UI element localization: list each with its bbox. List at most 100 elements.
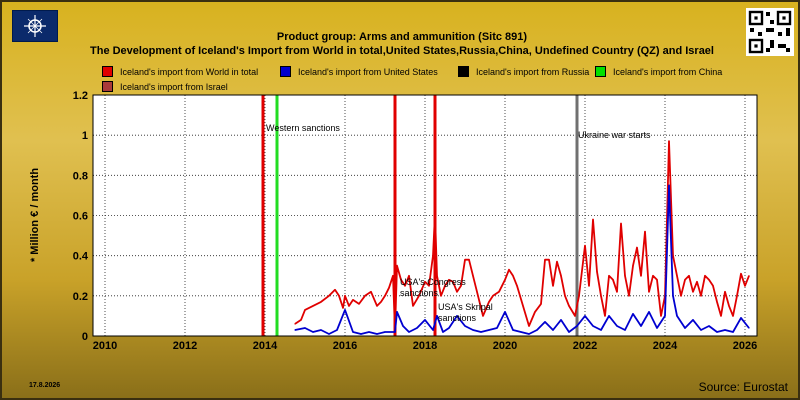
chart-title: Product group: Arms and ammunition (Sitc… <box>276 31 528 43</box>
data-point-s0-37 <box>460 285 462 287</box>
y-tick-label-5: 1 <box>82 130 88 142</box>
data-point-s1-21 <box>448 327 450 329</box>
data-point-s1-8 <box>360 333 362 335</box>
data-point-s0-100 <box>732 315 734 317</box>
data-point-s0-75 <box>632 265 634 267</box>
data-point-s1-7 <box>352 331 354 333</box>
data-point-s1-0 <box>294 329 296 331</box>
data-point-s0-98 <box>724 291 726 293</box>
data-point-s1-20 <box>442 331 444 333</box>
y-tick-label-3: 0.6 <box>73 211 88 223</box>
data-point-s0-13 <box>364 295 366 297</box>
legend-item-russia: Iceland's import from Russia <box>458 66 589 77</box>
data-point-s1-54 <box>700 329 702 331</box>
data-point-s0-104 <box>748 275 750 277</box>
data-point-s0-47 <box>508 269 510 271</box>
data-point-s1-27 <box>496 327 498 329</box>
data-point-s0-23 <box>404 285 406 287</box>
legend-label-united-states: Iceland's import from United States <box>298 66 438 77</box>
x-tick-label-6: 2022 <box>573 340 597 352</box>
event-label-2: USA's Congress sanctions <box>400 277 466 298</box>
globe-logo-icon <box>12 10 58 42</box>
y-tick-label-6: 1.2 <box>73 90 88 102</box>
data-point-s0-82 <box>660 315 662 317</box>
data-point-s0-3 <box>312 305 314 307</box>
data-point-s1-32 <box>536 329 538 331</box>
legend-label-china: Iceland's import from China <box>613 66 723 77</box>
data-point-s0-6 <box>334 289 336 291</box>
data-point-s1-47 <box>656 327 658 329</box>
event-label-3: USA's Skripal sanctions <box>438 302 493 323</box>
series-line-0 <box>294 140 750 333</box>
data-point-s0-56 <box>552 285 554 287</box>
data-point-s0-28 <box>428 285 430 287</box>
data-point-s0-99 <box>728 305 730 307</box>
data-point-s0-49 <box>516 285 518 287</box>
data-point-s1-35 <box>560 319 562 321</box>
series-line-1 <box>294 184 750 335</box>
data-point-s0-36 <box>456 291 458 293</box>
data-point-s0-78 <box>644 230 646 233</box>
data-point-s0-11 <box>352 299 354 301</box>
data-point-s1-14 <box>402 325 404 327</box>
data-point-s0-25 <box>412 305 414 307</box>
data-point-s0-90 <box>692 291 694 293</box>
data-point-s0-94 <box>708 279 710 281</box>
data-point-s0-18 <box>388 287 390 289</box>
data-point-s1-28 <box>504 311 506 313</box>
data-point-s0-29 <box>432 255 434 257</box>
data-point-s1-5 <box>336 329 338 331</box>
event-label-4: Ukraine war starts <box>578 130 651 140</box>
data-point-s0-27 <box>424 281 426 283</box>
x-tick-label-3: 2016 <box>333 340 357 352</box>
data-point-s0-10 <box>348 305 350 307</box>
data-point-s0-77 <box>640 275 642 277</box>
data-point-s0-0 <box>294 323 296 325</box>
data-point-s1-37 <box>576 325 578 327</box>
data-point-s1-18 <box>432 329 434 331</box>
legend-label-israel: Iceland's import from Israel <box>120 81 228 92</box>
data-point-s1-22 <box>456 315 458 317</box>
x-tick-label-1: 2012 <box>173 340 197 352</box>
data-point-s0-70 <box>612 279 614 281</box>
data-point-s1-4 <box>328 333 330 335</box>
data-point-s1-49 <box>668 184 670 186</box>
data-point-s1-33 <box>544 321 546 323</box>
data-point-s1-46 <box>648 311 650 313</box>
data-point-s1-51 <box>676 315 678 317</box>
data-point-s1-15 <box>408 331 410 333</box>
data-point-s1-30 <box>520 331 522 333</box>
data-point-s1-24 <box>472 329 474 331</box>
legend-item-china: Iceland's import from China <box>595 66 722 77</box>
data-point-s1-48 <box>664 315 666 317</box>
data-point-s1-52 <box>684 327 686 329</box>
chart-subtitle: The Development of Iceland's Import from… <box>90 45 714 57</box>
data-point-s0-44 <box>492 295 494 297</box>
legend-item-united-states: Iceland's import from United States <box>280 66 438 77</box>
data-point-s0-86 <box>676 275 678 277</box>
data-point-s1-6 <box>344 309 346 311</box>
legend-swatch-united-states <box>280 66 291 77</box>
y-tick-label-2: 0.4 <box>73 251 89 263</box>
data-point-s1-44 <box>632 313 634 315</box>
data-point-s0-5 <box>328 295 330 297</box>
data-point-s0-22 <box>400 279 402 281</box>
data-point-s0-21 <box>396 265 398 267</box>
data-point-s1-29 <box>512 329 514 331</box>
data-point-s0-33 <box>444 285 446 287</box>
data-point-s1-12 <box>394 331 396 333</box>
data-point-s1-9 <box>368 331 370 333</box>
data-point-s0-2 <box>304 309 306 311</box>
legend-item-israel: Iceland's import from Israel <box>102 81 228 92</box>
data-point-s1-16 <box>416 327 418 329</box>
data-point-s0-26 <box>418 295 420 297</box>
data-point-s1-13 <box>396 311 398 313</box>
data-point-s1-55 <box>708 325 710 327</box>
data-point-s0-88 <box>684 279 686 281</box>
data-point-s1-38 <box>584 315 586 317</box>
data-point-s0-85 <box>672 255 674 257</box>
x-tick-label-2: 2014 <box>253 340 278 352</box>
data-point-s1-2 <box>312 331 314 333</box>
data-point-s0-32 <box>440 295 442 297</box>
